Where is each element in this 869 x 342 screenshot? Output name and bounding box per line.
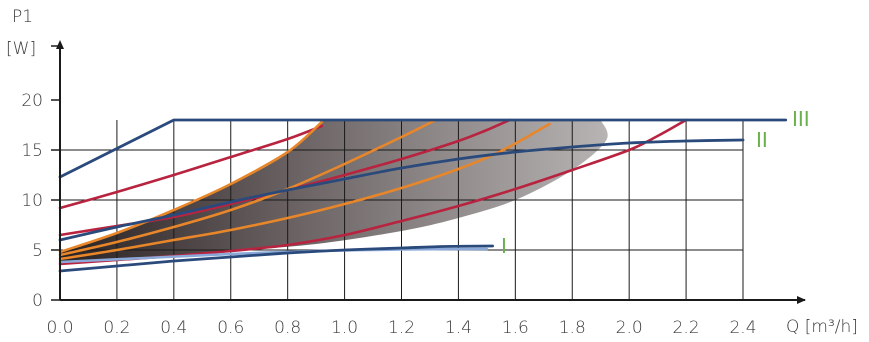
y-tick-label: 15 [21, 141, 43, 161]
x-tick-label: 1.8 [559, 318, 586, 338]
y-tick-label: 20 [21, 91, 43, 111]
x-tick-label: 0.8 [274, 318, 301, 338]
speed-curve-i [58, 244, 494, 273]
y-axis-title: P1 [12, 7, 33, 27]
y-axis-unit: [W] [6, 39, 36, 59]
axes-layer [51, 40, 806, 304]
x-tick-label: 0.4 [160, 318, 187, 338]
y-tick-label: 5 [32, 241, 43, 261]
tick-labels: 0.0 0.2 0.4 0.6 0.8 1.0 1.2 1.4 1.6 1.8 2.0 2.2 2.4 0… [21, 91, 756, 338]
operating-range-band [60, 120, 608, 262]
x-tick-label: 1.2 [388, 318, 415, 338]
orange-curve [58, 120, 324, 254]
curves-layer [58, 118, 788, 273]
speed-curve-i-lower [58, 247, 489, 264]
grid-layer [60, 120, 744, 300]
y-axis-arrow [56, 40, 64, 49]
curve-label-ii: II [756, 128, 768, 152]
curve-label-i: I [501, 234, 507, 258]
x-tick-label: 2.0 [616, 318, 643, 338]
x-tick-label: 1.0 [331, 318, 358, 338]
y-tick-label: 10 [21, 191, 43, 211]
x-tick-label: 1.4 [445, 318, 472, 338]
x-tick-label: 1.6 [502, 318, 529, 338]
orange-curve [58, 122, 551, 261]
x-tick-label: 0.0 [46, 318, 73, 338]
curve-label-iii: III [792, 107, 810, 131]
red-curve [58, 124, 324, 210]
orange-curve [58, 118, 437, 257]
speed-curve-ii [58, 138, 745, 242]
x-axis-label: Q [m³/h] [786, 317, 858, 337]
x-tick-label: 2.2 [673, 318, 700, 338]
x-tick-label: 0.6 [217, 318, 244, 338]
x-axis-arrow [797, 296, 806, 304]
x-tick-label: 0.2 [103, 318, 130, 338]
band-layer [60, 120, 608, 262]
x-tick-label: 2.4 [729, 318, 756, 338]
speed-curve-iii [58, 118, 788, 179]
y-tick-label: 0 [32, 291, 43, 311]
